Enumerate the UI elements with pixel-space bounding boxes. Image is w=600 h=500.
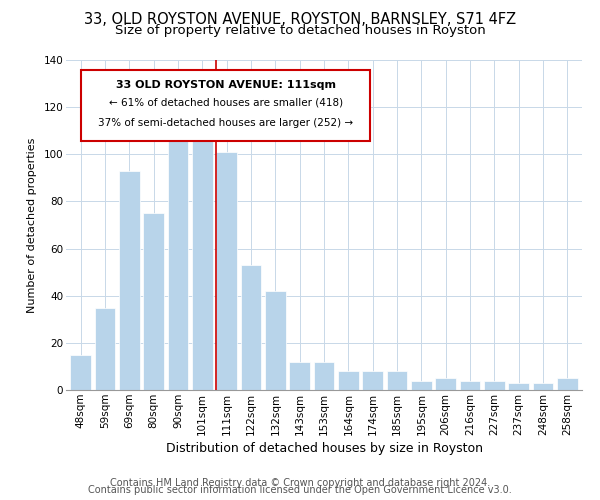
Bar xyxy=(557,378,578,390)
Text: Contains HM Land Registry data © Crown copyright and database right 2024.: Contains HM Land Registry data © Crown c… xyxy=(110,478,490,488)
Bar xyxy=(436,378,456,390)
Bar xyxy=(362,371,383,390)
Bar xyxy=(70,354,91,390)
X-axis label: Distribution of detached houses by size in Royston: Distribution of detached houses by size … xyxy=(166,442,482,455)
Text: ← 61% of detached houses are smaller (418): ← 61% of detached houses are smaller (41… xyxy=(109,98,343,108)
Bar xyxy=(484,380,505,390)
Text: 33, OLD ROYSTON AVENUE, ROYSTON, BARNSLEY, S71 4FZ: 33, OLD ROYSTON AVENUE, ROYSTON, BARNSLE… xyxy=(84,12,516,28)
Bar xyxy=(95,308,115,390)
Bar xyxy=(289,362,310,390)
Bar xyxy=(241,265,262,390)
Bar xyxy=(533,383,553,390)
Bar xyxy=(192,124,212,390)
Bar xyxy=(216,152,237,390)
Bar xyxy=(411,380,432,390)
FancyBboxPatch shape xyxy=(82,70,370,141)
Text: 37% of semi-detached houses are larger (252) →: 37% of semi-detached houses are larger (… xyxy=(98,118,353,128)
Bar xyxy=(386,371,407,390)
Bar xyxy=(508,383,529,390)
Y-axis label: Number of detached properties: Number of detached properties xyxy=(26,138,37,312)
Bar xyxy=(460,380,481,390)
Bar xyxy=(143,213,164,390)
Bar xyxy=(167,140,188,390)
Bar xyxy=(119,171,140,390)
Text: 33 OLD ROYSTON AVENUE: 111sqm: 33 OLD ROYSTON AVENUE: 111sqm xyxy=(116,80,336,90)
Text: Size of property relative to detached houses in Royston: Size of property relative to detached ho… xyxy=(115,24,485,37)
Bar xyxy=(314,362,334,390)
Bar xyxy=(338,371,359,390)
Text: Contains public sector information licensed under the Open Government Licence v3: Contains public sector information licen… xyxy=(88,485,512,495)
Bar xyxy=(265,291,286,390)
